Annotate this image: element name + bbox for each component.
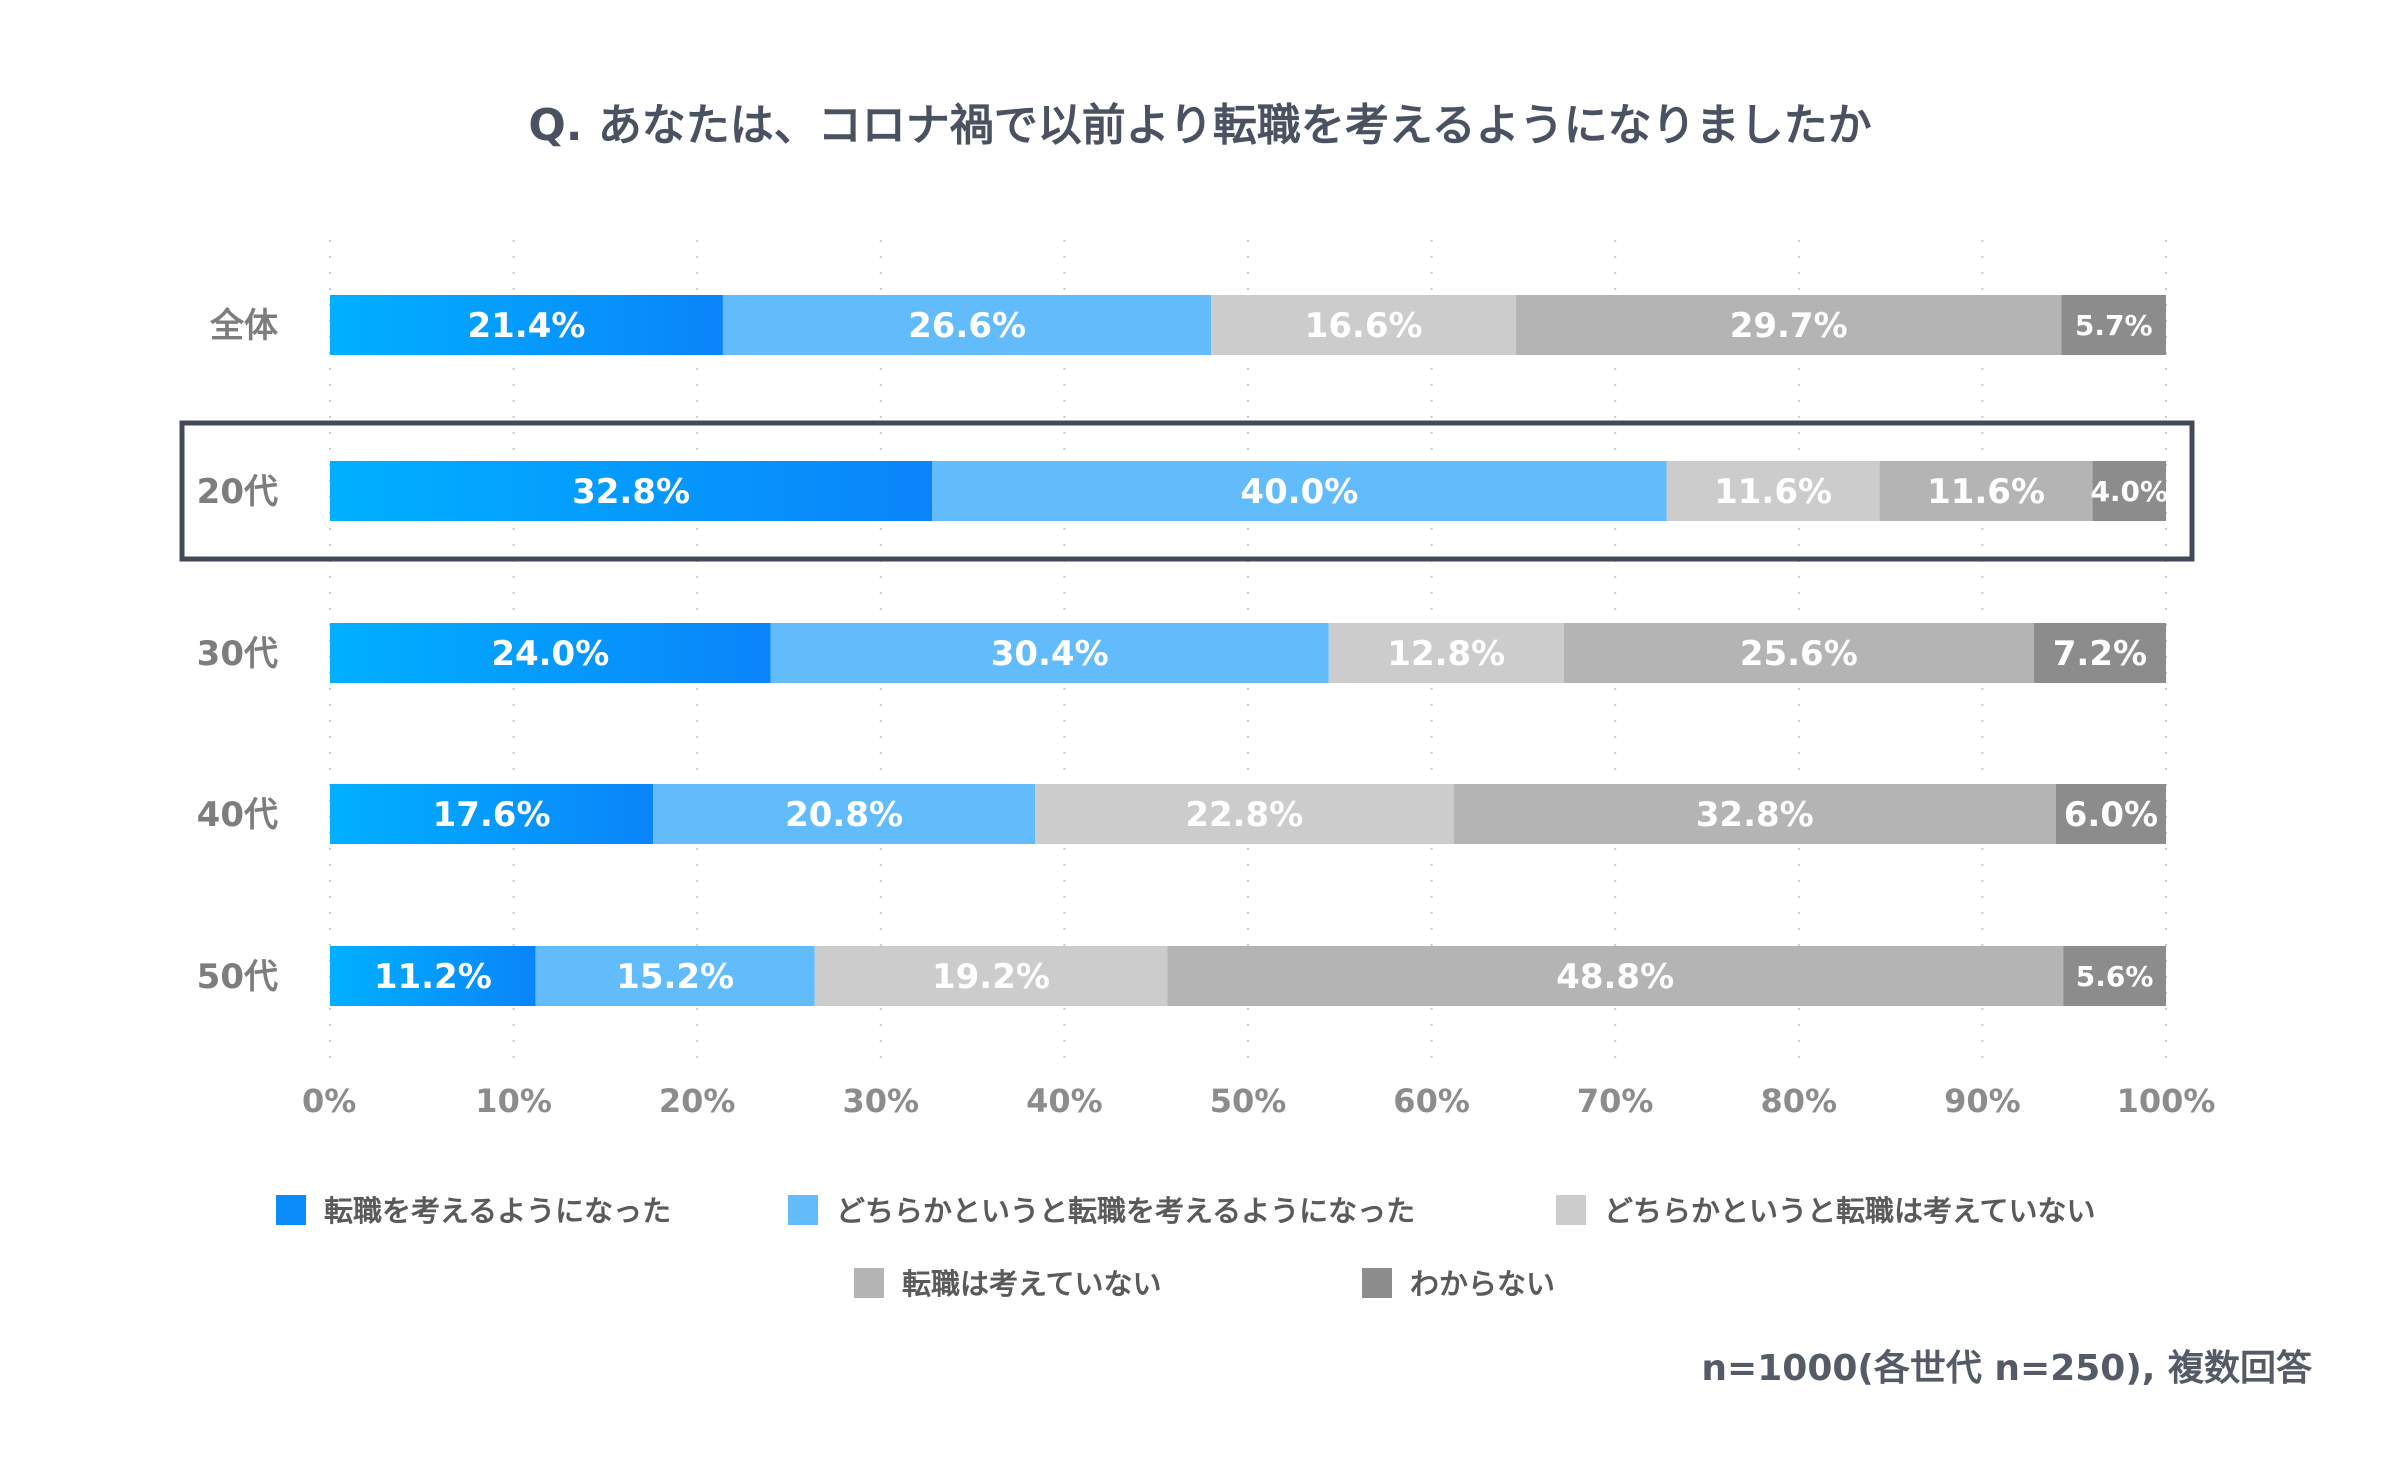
x-tick-label: 100% — [2117, 1082, 2216, 1120]
x-axis-ticks: 0% 10% 20% 30% 40% 50% 60% 70% 80% 90% 100% — [302, 1082, 2215, 1120]
data-label: 20.8% — [785, 795, 903, 835]
bar-segment — [535, 946, 815, 1006]
data-label: 4.0% — [2090, 475, 2168, 508]
legend-label: どちらかというと転職は考えていない — [1604, 1194, 2096, 1228]
bar-segment — [1879, 461, 2093, 521]
x-tick-label: 60% — [1393, 1082, 1470, 1120]
category-labels: 全体 20代 30代 40代 50代 — [197, 306, 278, 997]
data-label: 11.6% — [1927, 472, 2045, 512]
data-label: 21.4% — [467, 306, 585, 346]
bar-segment — [932, 461, 1667, 521]
x-tick-label: 50% — [1210, 1082, 1287, 1120]
data-label: 16.6% — [1305, 306, 1423, 346]
data-label: 29.7% — [1730, 306, 1848, 346]
data-label: 24.0% — [491, 634, 609, 674]
x-tick-label: 30% — [843, 1082, 920, 1120]
sample-note: n=1000(各世代 n=250), 複数回答 — [1701, 1348, 2313, 1389]
bar-segment — [653, 784, 1036, 844]
legend-swatch — [1556, 1195, 1586, 1225]
data-label: 48.8% — [1556, 957, 1674, 997]
data-label: 11.2% — [374, 957, 492, 997]
bar-segment — [330, 784, 654, 844]
data-label: 25.6% — [1740, 634, 1858, 674]
bar-segment — [1563, 623, 2034, 683]
bar-segment — [770, 623, 1329, 683]
bar-segment — [330, 623, 771, 683]
data-label: 40.0% — [1240, 472, 1358, 512]
bar-segment — [1167, 946, 2064, 1006]
x-tick-label: 80% — [1761, 1082, 1838, 1120]
bar-segment — [1035, 784, 1454, 844]
bar-segment — [2055, 784, 2166, 844]
bar-segment — [1328, 623, 1564, 683]
bar-segment — [330, 461, 933, 521]
category-label: 30代 — [197, 634, 278, 674]
data-label: 6.0% — [2064, 795, 2158, 835]
bar-segment — [330, 295, 723, 355]
data-label: 7.2% — [2053, 634, 2147, 674]
category-label: 40代 — [197, 795, 278, 835]
data-label: 17.6% — [433, 795, 551, 835]
bar-segment — [722, 295, 1212, 355]
legend-swatch — [854, 1268, 884, 1298]
legend-swatch — [1362, 1268, 1392, 1298]
category-label: 全体 — [209, 306, 278, 346]
category-label: 20代 — [197, 472, 278, 512]
data-label: 26.6% — [908, 306, 1026, 346]
chart-title: Q. あなたは、コロナ禍で以前より転職を考えるようになりましたか — [528, 100, 1871, 151]
legend-label: わからない — [1410, 1267, 1555, 1301]
bar-segment — [1516, 295, 2062, 355]
data-label: 12.8% — [1387, 634, 1505, 674]
x-tick-label: 20% — [659, 1082, 736, 1120]
highlight-box — [179, 420, 2195, 562]
legend-label: どちらかというと転職を考えるようになった — [836, 1194, 1415, 1228]
x-tick-label: 10% — [475, 1082, 552, 1120]
bar-segment — [814, 946, 1168, 1006]
legend-label: 転職は考えていない — [902, 1267, 1162, 1301]
data-label: 15.2% — [616, 957, 734, 997]
bar-segment — [1453, 784, 2056, 844]
legend: 転職を考えるようになった どちらかというと転職を考えるようになった どちらかというと… — [276, 1194, 2096, 1301]
bar-segment — [1666, 461, 1880, 521]
category-label: 50代 — [197, 957, 278, 997]
bar-segment — [2061, 295, 2166, 355]
data-label: 5.7% — [2075, 309, 2153, 342]
x-tick-label: 0% — [302, 1082, 356, 1120]
data-label: 30.4% — [991, 634, 1109, 674]
x-tick-label: 40% — [1026, 1082, 1103, 1120]
data-label: 19.2% — [932, 957, 1050, 997]
bar-segment — [2033, 623, 2166, 683]
bars: 21.4% 26.6% 16.6% 29.7% 5.7% 32.8% 40.0% 11.6% 1… — [330, 295, 2168, 1006]
data-label: 5.6% — [2076, 960, 2154, 993]
bar-segment — [1211, 295, 1517, 355]
data-label: 11.6% — [1714, 472, 1832, 512]
data-label: 32.8% — [572, 472, 690, 512]
data-label: 22.8% — [1185, 795, 1303, 835]
legend-swatch — [788, 1195, 818, 1225]
x-tick-label: 90% — [1944, 1082, 2021, 1120]
data-label: 32.8% — [1696, 795, 1814, 835]
bar-segment — [330, 946, 536, 1006]
bar-segment — [2063, 946, 2166, 1006]
legend-label: 転職を考えるようになった — [324, 1194, 671, 1228]
highlight-box-frame — [179, 420, 2195, 562]
legend-swatch — [276, 1195, 306, 1225]
bar-segment — [2092, 461, 2166, 521]
x-tick-label: 70% — [1577, 1082, 1654, 1120]
